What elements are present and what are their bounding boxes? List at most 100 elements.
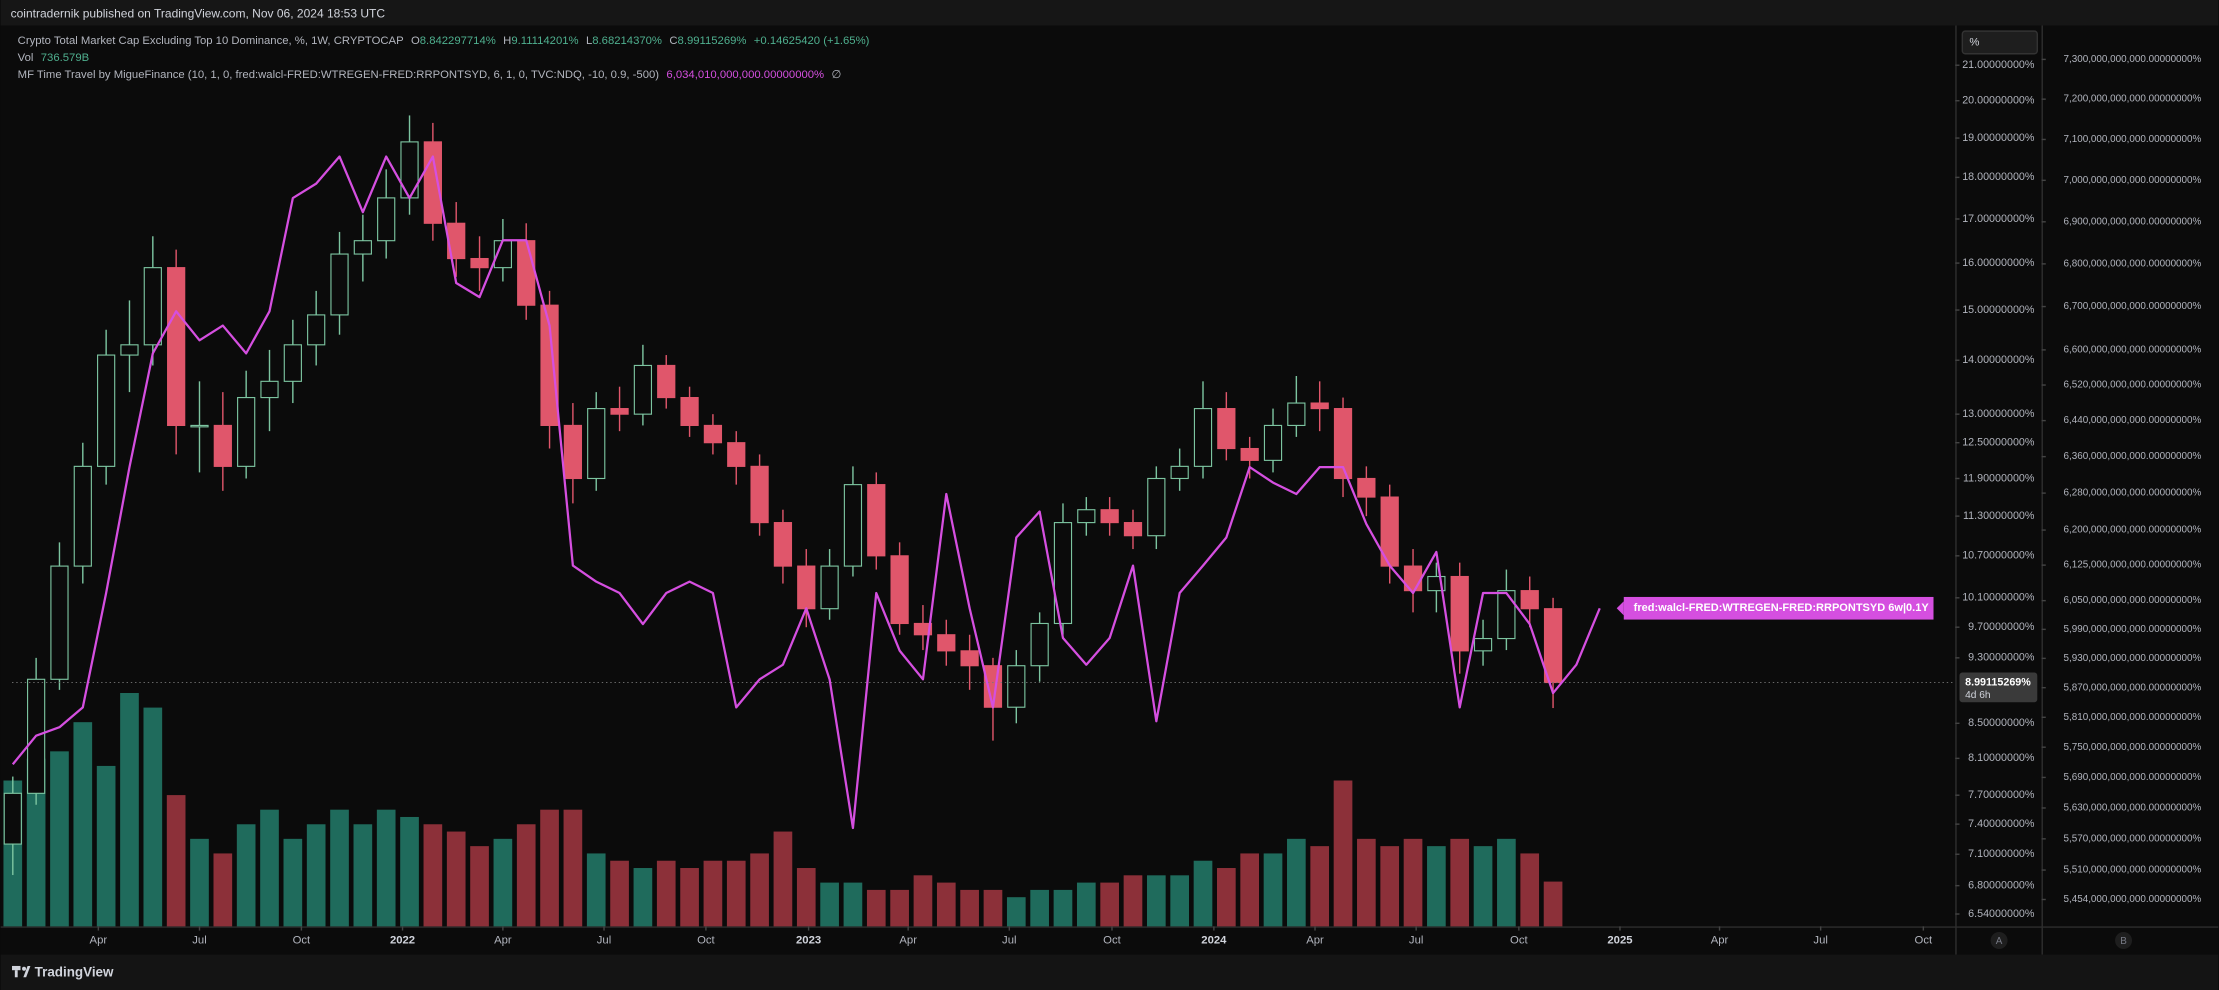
- candle-body: [330, 253, 349, 316]
- scale-button-circle[interactable]: [1990, 932, 2008, 949]
- y2-tick-label: 6,800,000,000,000.00000000%: [2063, 258, 2201, 269]
- y2-tick-label: 6,200,000,000,000.00000000%: [2063, 525, 2201, 536]
- volume-bar: [50, 751, 69, 927]
- legend-change: +0.14625420 (+1.65%): [754, 35, 870, 47]
- volume-bar: [913, 875, 933, 927]
- y2-tick-label: 6,520,000,000,000.00000000%: [2063, 380, 2201, 391]
- volume-bar: [516, 824, 536, 927]
- candle-body: [307, 314, 326, 346]
- x-tick-label: Oct: [1510, 934, 1528, 946]
- volume-bar: [1193, 860, 1213, 927]
- scale-button-label[interactable]: A: [1996, 936, 2003, 947]
- legend-indicator: MF Time Travel by MigueFinance (10, 1, 0…: [18, 69, 842, 81]
- candle-body: [563, 424, 583, 480]
- volume-bar: [750, 853, 769, 927]
- x-tick-label: Jul: [1002, 934, 1016, 946]
- footer-logo: [12, 965, 31, 978]
- scale-button-circle[interactable]: [2115, 932, 2133, 949]
- volume-bar: [610, 860, 629, 927]
- volume-bar: [283, 838, 303, 927]
- candle-body: [773, 522, 793, 567]
- volume-bar: [843, 882, 863, 927]
- plot-area: [3, 115, 1956, 927]
- volume-bar: [680, 868, 699, 927]
- volume-bar: [213, 853, 233, 927]
- volume-bar: [936, 882, 956, 927]
- price-label: 8.99115269%: [1965, 676, 2031, 688]
- x-tick-label: Apr: [1711, 934, 1729, 946]
- volume-bar: [960, 889, 979, 927]
- y-tick-label: 21.00000000%: [1962, 59, 2035, 71]
- candle-body: [353, 240, 372, 255]
- candle-body: [50, 565, 69, 680]
- unit-button-label[interactable]: %: [1969, 36, 1979, 48]
- volume-bar: [260, 809, 279, 927]
- volume-bar: [493, 838, 513, 927]
- volume-bar: [656, 860, 676, 927]
- y2-tick-label: 5,510,000,000,000.00000000%: [2063, 865, 2201, 876]
- volume-bar: [120, 693, 139, 927]
- candle-body: [97, 354, 116, 467]
- scale-button-b[interactable]: B: [2115, 932, 2133, 949]
- unit-button-box[interactable]: [1961, 30, 2038, 55]
- volume-bar: [1100, 882, 1119, 927]
- y-tick-label: 10.10000000%: [1962, 592, 2035, 604]
- candle-body: [1520, 590, 1539, 610]
- candle-body: [517, 240, 536, 306]
- y2-tick-label: 5,454,000,000,000.00000000%: [2063, 894, 2201, 905]
- volume-bar: [26, 758, 46, 927]
- series-label-box: [1623, 596, 1934, 620]
- y-tick-label: 8.10000000%: [1968, 752, 2035, 764]
- candle-body: [1170, 465, 1189, 480]
- y2-tick-label: 6,125,000,000,000.00000000%: [2063, 560, 2201, 571]
- volume-bar: [470, 846, 489, 927]
- volume-bar: [633, 868, 653, 927]
- volume-bar: [143, 707, 163, 927]
- candle-body: [1147, 477, 1166, 537]
- y2-tick-label: 7,300,000,000,000.00000000%: [2063, 54, 2201, 65]
- candle-body: [937, 634, 956, 652]
- legend-volume: Vol 736.579B: [18, 52, 89, 64]
- volume-bar: [1006, 897, 1026, 927]
- x-tick-label: Oct: [1915, 934, 1933, 946]
- y2-tick-label: 6,440,000,000,000.00000000%: [2063, 415, 2201, 426]
- candle-body: [1077, 509, 1096, 524]
- candle-body: [73, 465, 92, 567]
- y-tick-label: 19.00000000%: [1962, 132, 2035, 144]
- volume-bar: [73, 722, 93, 927]
- y-tick-label: 7.10000000%: [1968, 848, 2035, 860]
- scale-button-a[interactable]: A: [1990, 932, 2008, 949]
- y2-tick-label: 7,100,000,000,000.00000000%: [2063, 134, 2201, 145]
- volume-bar: [96, 765, 116, 927]
- x-tick-label: Apr: [1306, 934, 1324, 946]
- volume-bar: [1357, 838, 1376, 927]
- legend-value: 9.11114201%: [511, 35, 578, 47]
- volume-bar: [166, 795, 186, 927]
- candle-body: [680, 396, 699, 427]
- candle-body: [633, 364, 653, 415]
- y-tick-label: 10.70000000%: [1962, 550, 2035, 562]
- volume-bar: [376, 809, 396, 927]
- y-tick-label: 13.00000000%: [1962, 408, 2035, 420]
- legend-value: 8.99115269%: [678, 35, 747, 47]
- logo-shape: [14, 970, 18, 978]
- candle-body: [423, 141, 442, 224]
- candle-body: [1473, 637, 1493, 652]
- y2-tick-label: 6,050,000,000,000.00000000%: [2063, 595, 2201, 606]
- candle-body: [1333, 408, 1353, 480]
- unit-button[interactable]: %: [1961, 30, 2038, 55]
- x-tick-label: Apr: [90, 934, 108, 946]
- volume-bar: [236, 824, 256, 927]
- x-tick-label: Oct: [1103, 934, 1121, 946]
- x-tick-label: Jul: [1813, 934, 1827, 946]
- footer-bar: [0, 954, 2219, 990]
- x-tick-label: Apr: [899, 934, 917, 946]
- indicator-value: 6,034,010,000,000.00000000%: [666, 69, 824, 81]
- candle-body: [190, 424, 209, 428]
- candle-body: [913, 622, 933, 636]
- scale-button-label[interactable]: B: [2120, 936, 2127, 947]
- legend-key: C: [669, 35, 677, 47]
- candle-body: [750, 465, 769, 524]
- volume-bar: [1217, 868, 1236, 927]
